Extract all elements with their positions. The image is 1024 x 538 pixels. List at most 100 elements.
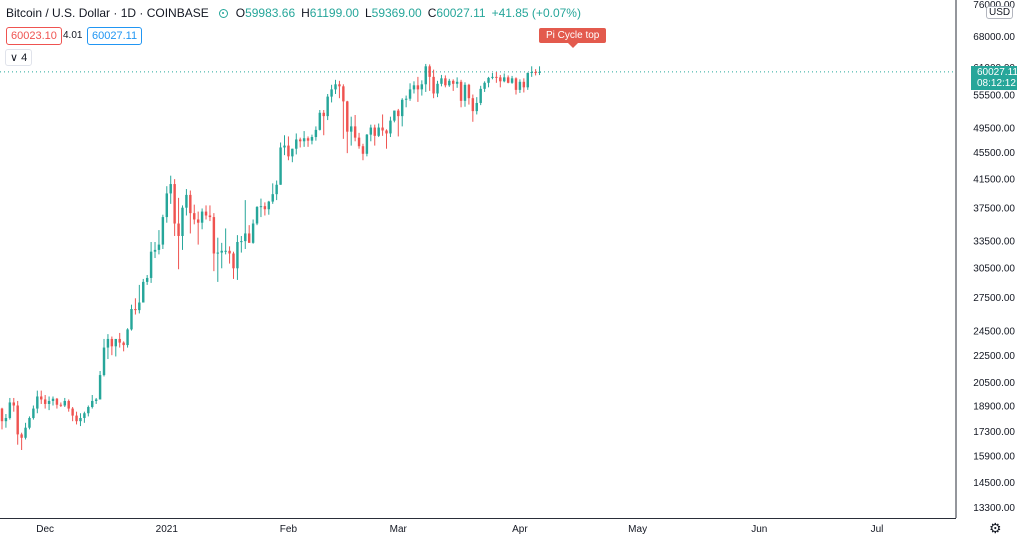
candle-body	[173, 184, 176, 224]
candle-body	[522, 81, 526, 88]
candle-body	[79, 417, 82, 422]
candle-body	[181, 207, 184, 236]
candle-body	[71, 408, 74, 416]
time-tick-label: Feb	[280, 524, 298, 535]
candle-body	[318, 112, 322, 130]
candle-body	[503, 77, 506, 82]
candle-body	[94, 399, 98, 401]
candle-body	[130, 309, 133, 330]
candle-body	[397, 110, 400, 117]
currency-button[interactable]: USD	[986, 6, 1014, 19]
settings-gear-icon[interactable]: ⚙	[989, 520, 1002, 536]
candle-body	[8, 402, 12, 418]
time-tick-label: Jul	[871, 524, 884, 535]
candle-body	[448, 80, 451, 86]
high-label: H	[301, 6, 310, 20]
candle-body	[291, 148, 294, 157]
candle-body	[538, 71, 541, 73]
candle-body	[393, 110, 396, 121]
candle-body	[302, 138, 306, 142]
bar-countdown: 08:12:12	[977, 77, 1016, 89]
candle-body	[118, 338, 121, 343]
candle-body	[444, 78, 447, 86]
candle-body	[326, 96, 329, 117]
visibility-eye-icon[interactable]	[218, 8, 228, 18]
symbol-title[interactable]: Bitcoin / U.S. Dollar · 1D · COINBASE	[6, 6, 209, 20]
candle-body	[63, 400, 66, 406]
candle-body	[102, 347, 106, 376]
sell-price-button[interactable]: 60023.10	[6, 27, 62, 45]
candle-body	[400, 99, 404, 117]
candle-body	[275, 184, 278, 195]
candle-body	[361, 146, 365, 154]
buy-price-button[interactable]: 60027.11	[87, 27, 143, 45]
candle-body	[47, 400, 51, 404]
price-tick-label: 14500.00	[973, 478, 1015, 489]
candle-body	[110, 338, 114, 347]
candle-body	[28, 417, 31, 428]
candle-body	[408, 89, 412, 99]
low-value: 59369.00	[371, 6, 422, 20]
candle-body	[381, 127, 384, 131]
candle-body	[373, 127, 376, 136]
price-tick-label: 18900.00	[973, 401, 1015, 412]
indicators-collapse-button[interactable]: ∨ 4	[5, 49, 33, 66]
candle-body	[59, 404, 63, 406]
candle-body	[149, 251, 153, 278]
price-tick-label: 30500.00	[973, 263, 1015, 274]
candle-body	[55, 398, 59, 405]
candle-body	[483, 82, 486, 89]
candle-body	[200, 211, 204, 223]
time-tick-label: Mar	[390, 524, 408, 535]
candle-body	[416, 85, 420, 90]
candle-body	[67, 400, 70, 409]
candle-body	[346, 101, 349, 132]
candle-body	[283, 145, 286, 148]
candle-body	[240, 241, 243, 243]
candle-body	[436, 83, 439, 94]
candle-body	[40, 396, 43, 400]
candle-body	[357, 137, 361, 147]
candle-body	[228, 250, 231, 254]
candle-body	[193, 213, 196, 220]
candle-body	[310, 137, 314, 141]
candle-body	[126, 329, 129, 346]
candle-body	[518, 81, 522, 90]
time-tick-label: 2021	[156, 524, 179, 535]
candle-body	[506, 77, 510, 83]
candle-body	[271, 194, 274, 202]
candle-body	[204, 211, 208, 216]
candle-body	[287, 145, 290, 157]
candle-body	[365, 134, 369, 154]
candle-body	[440, 78, 443, 84]
candle-body	[247, 233, 251, 243]
candle-body	[263, 206, 267, 210]
low-label: L	[364, 6, 372, 20]
candle-body	[138, 302, 141, 311]
time-tick-label: Dec	[36, 524, 54, 535]
candle-body	[428, 66, 431, 77]
candle-body	[491, 76, 494, 78]
candle-body	[451, 80, 455, 84]
candle-body	[385, 130, 388, 134]
candle-body	[420, 84, 424, 90]
candle-body	[114, 338, 118, 347]
candle-body	[342, 86, 345, 102]
time-tick-label: Apr	[512, 524, 528, 535]
candle-body	[510, 78, 514, 83]
candle-body	[432, 76, 435, 94]
candle-body	[189, 194, 192, 214]
candle-body	[153, 249, 157, 252]
candle-body	[279, 147, 282, 185]
candle-body	[471, 98, 475, 112]
candle-body	[196, 219, 200, 223]
price-tick-label: 41500.00	[973, 174, 1015, 185]
price-tick-label: 13300.00	[973, 503, 1015, 514]
candle-body	[353, 126, 357, 138]
time-tick-label: Jun	[751, 524, 767, 535]
high-value: 61199.00	[309, 6, 359, 20]
candle-body	[259, 206, 263, 208]
candle-body	[369, 127, 373, 135]
candle-body	[12, 402, 15, 406]
